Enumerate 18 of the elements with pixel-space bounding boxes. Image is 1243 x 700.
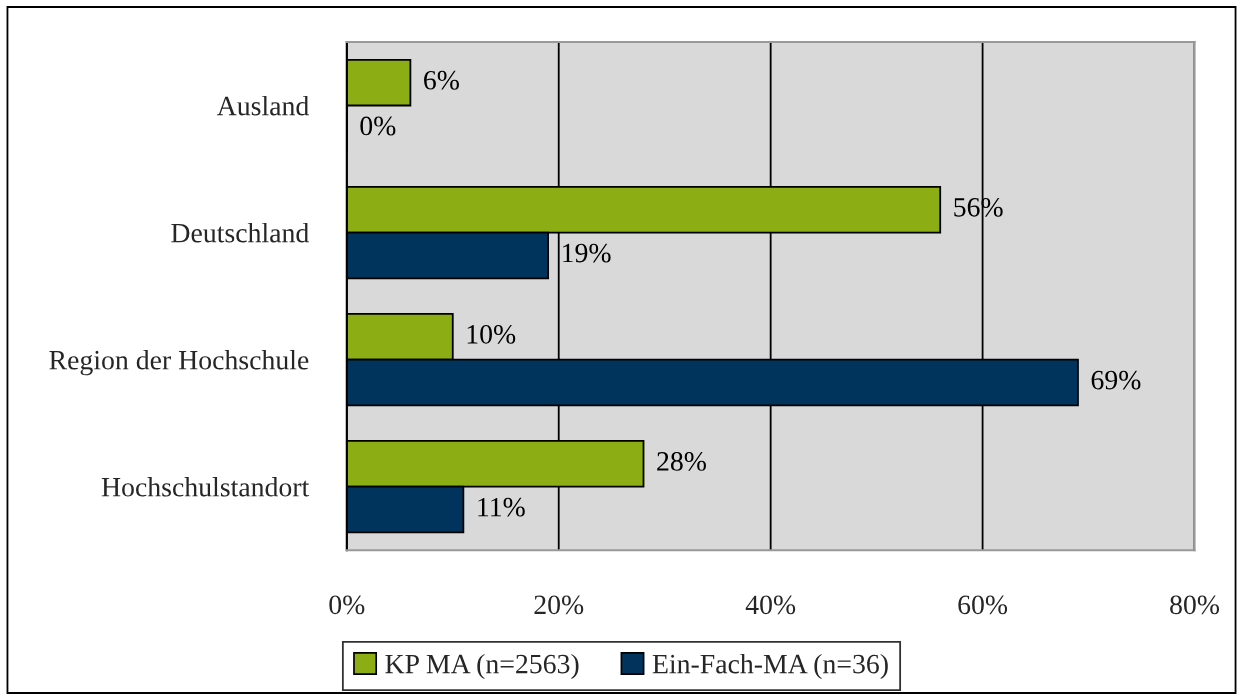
y-tick-label: Ausland [216, 95, 309, 116]
legend-label: KP MA (n=2563) [385, 653, 579, 680]
data-label: 10% [467, 324, 516, 344]
legend-label: Ein-Fach-MA (n=36) [652, 653, 888, 680]
x-tick-label: 20% [534, 595, 584, 615]
data-label: 19% [563, 243, 611, 263]
data-label: 69% [1091, 370, 1141, 390]
data-label: 11% [478, 497, 525, 517]
y-tick-label: Region der Hochschule [49, 349, 309, 376]
x-tick-label: 80% [1170, 595, 1220, 615]
x-tick-label: 60% [958, 595, 1008, 615]
x-tick-label: 40% [745, 595, 796, 615]
y-tick-label: Hochschulstandort [101, 477, 310, 497]
x-tick-label: 0% [329, 595, 365, 615]
data-label: 6% [424, 70, 459, 90]
data-label: 0% [360, 116, 396, 136]
data-label: 28% [657, 452, 706, 471]
y-tick-label: Deutschland [171, 222, 309, 243]
